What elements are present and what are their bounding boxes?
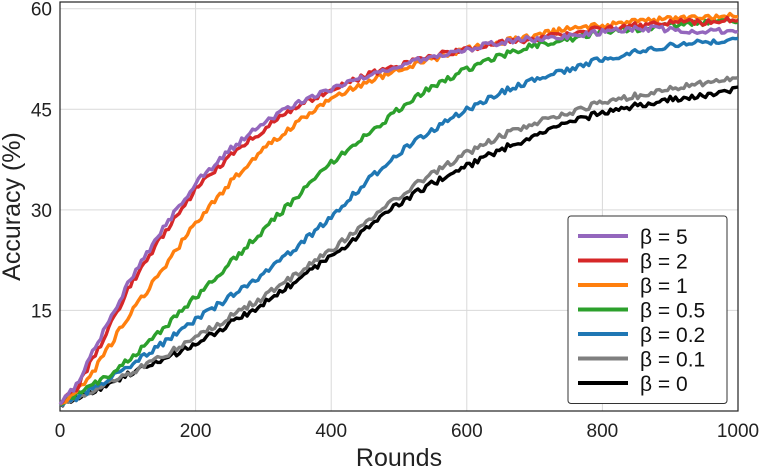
- y-tick-label: 15: [31, 301, 52, 322]
- y-axis-label: Accuracy (%): [0, 132, 26, 281]
- legend-label: β = 5: [640, 226, 688, 249]
- x-axis-label: Rounds: [356, 444, 442, 472]
- y-tick-label: 45: [31, 100, 52, 121]
- series-line: [58, 24, 739, 406]
- series-lines: [58, 11, 739, 408]
- legend-label: β = 1: [640, 275, 688, 298]
- plot-frame: [59, 1, 739, 412]
- x-tick-label: 800: [587, 421, 619, 442]
- legend-label: β = 0.1: [640, 349, 705, 372]
- legend-label: β = 2: [640, 251, 688, 274]
- series-line: [59, 75, 739, 407]
- y-tick-label: 60: [31, 0, 52, 21]
- x-tick-label: 600: [451, 421, 483, 442]
- legend-label: β = 0.2: [640, 324, 705, 347]
- x-tick-label: 400: [315, 421, 347, 442]
- legend-label: β = 0.5: [640, 300, 705, 323]
- x-tick-label: 1000: [717, 421, 759, 442]
- x-tick-label: 200: [180, 421, 212, 442]
- series-line: [59, 85, 739, 408]
- legend-label: β = 0: [640, 373, 688, 396]
- series-line: [59, 36, 739, 407]
- y-tick-label: 30: [31, 201, 52, 222]
- x-tick-label: 0: [55, 421, 66, 442]
- series-line: [59, 11, 739, 406]
- legend: β = 5β = 2β = 1β = 0.5β = 0.2β = 0.1β = …: [567, 215, 728, 404]
- tick-labels: 0 200 400 600 800 1000 15 30 45 60: [31, 0, 759, 442]
